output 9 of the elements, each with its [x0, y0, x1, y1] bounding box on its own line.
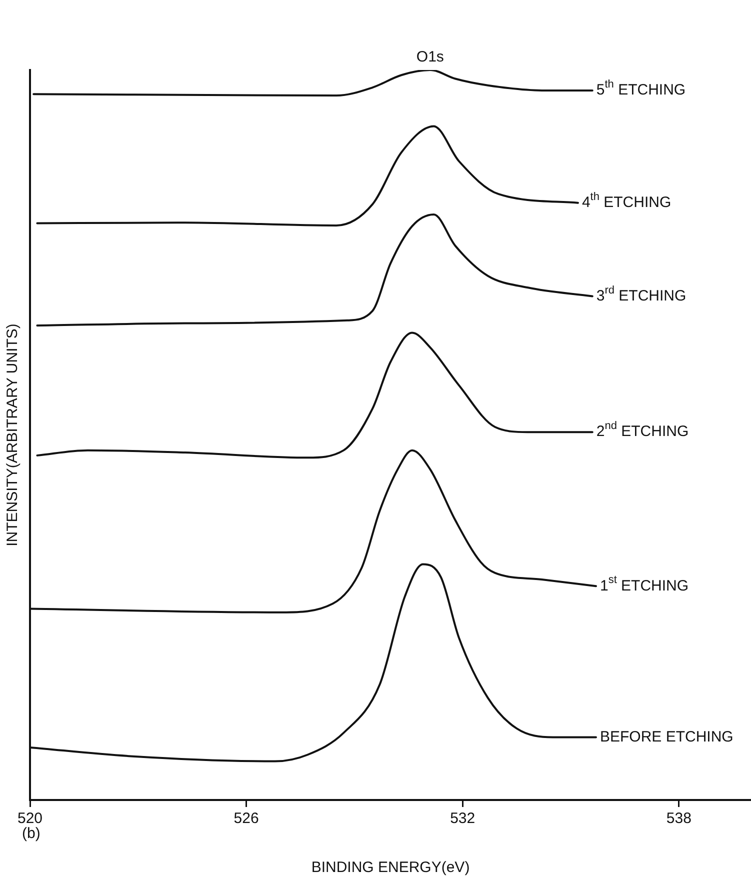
annotation: O1s	[416, 48, 444, 66]
x-tick-label: 538	[666, 810, 692, 828]
x-axis-title: BINDING ENERGY(eV)	[311, 859, 470, 876]
x-tick-label: 520	[17, 810, 43, 828]
text: (b)	[22, 825, 40, 842]
y-axis-title: INTENSITY(ARBITRARY UNITS)	[4, 324, 22, 546]
series-label: BEFORE ETCHING	[600, 728, 734, 746]
x-tick-label: 526	[234, 810, 259, 828]
x-tick-label: 532	[450, 810, 476, 828]
